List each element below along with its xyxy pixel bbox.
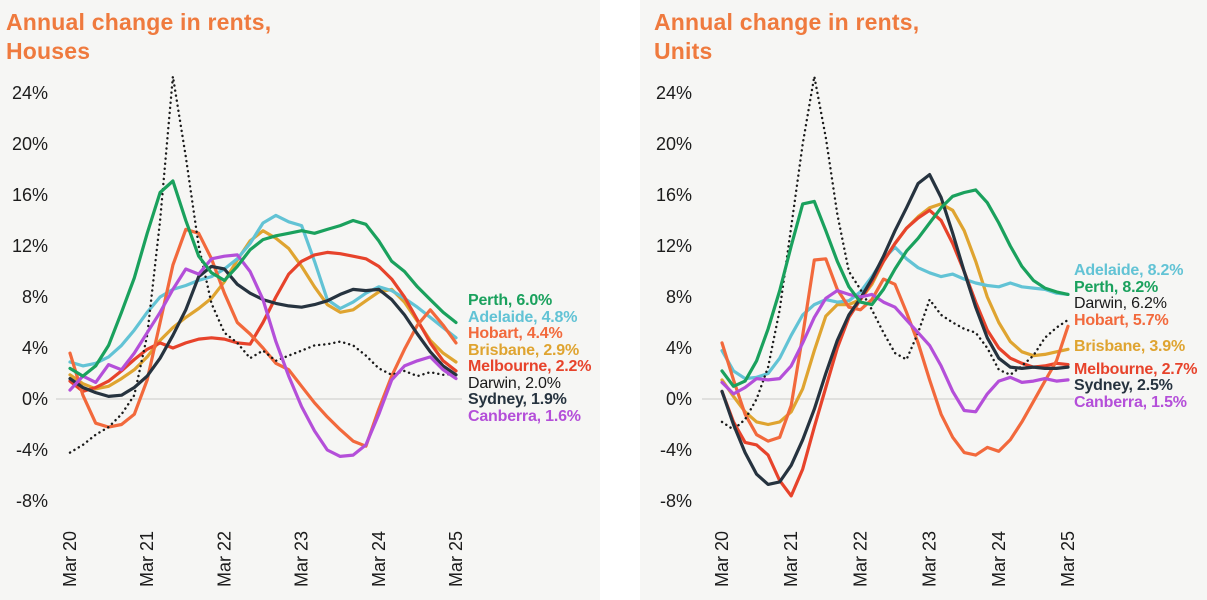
houses-title-line1: Annual change in rents, [6,9,272,35]
y-axis-tick-label: 0% [666,389,692,409]
legend-entry-hobart: Hobart, 5.7% [1074,311,1169,329]
units-chart-svg: 24% 20% 16% 12% 8% 4% 0% -4% -8% Mar 20 Mar 21 Mar … [656,75,1078,587]
units-chart-panel: Annual change in rents, Units 24% 20% 16% 1… [640,0,1207,600]
units-chart-title: Annual change in rents, Units [654,8,919,66]
legend-entry-darwin: Darwin, 2.0% [468,374,561,392]
series-line-perth [720,188,1070,388]
series-line-sydney [720,173,1070,486]
legend-entry-perth: Perth, 6.0% [468,292,553,309]
legend-entry-darwin: Darwin, 6.2% [1074,295,1167,312]
legend-entry-hobart: Hobart, 4.4% [468,325,563,342]
legend-entry-melbourne: Melbourne, 2.2% [468,358,592,375]
series-line-darwin [68,75,458,454]
series-line-hobart [720,257,1070,457]
series-line-hobart [68,227,458,448]
legend-entry-brisbane: Brisbane, 3.9% [1074,338,1186,355]
x-axis-tick-label: Mar 22 [850,531,870,587]
series-line-darwin [720,75,1070,431]
x-axis-tick-label: Mar 21 [781,531,801,587]
y-axis-tick-label: 24% [656,83,692,103]
y-axis-tick-label: 0% [22,389,48,409]
x-axis-tick-label: Mar 20 [712,531,732,587]
series-line-melbourne [68,250,458,393]
series-line-adelaide [720,245,1070,381]
x-axis-tick-label: Mar 23 [292,531,312,587]
houses-chart-svg: 24% 20% 16% 12% 8% 4% 0% -4% -8% Mar 20 Mar 21 Mar … [12,75,466,587]
y-axis-tick-label: 16% [656,185,692,205]
houses-chart-title: Annual change in rents, Houses [6,8,271,66]
units-title-line1: Annual change in rents, [654,9,920,35]
series-line-canberra [720,289,1070,414]
x-axis-tick-label: Mar 20 [60,531,80,587]
y-axis-tick-label: 8% [666,287,692,307]
y-axis-tick-label: 12% [656,236,692,256]
legend-entry-canberra: Canberra, 1.6% [468,407,581,425]
y-axis-tick-label: -8% [16,491,48,511]
x-axis-tick-label: Mar 24 [989,531,1009,587]
legend-entry-brisbane: Brisbane, 2.9% [468,341,580,359]
x-axis-tick-label: Mar 21 [137,531,157,587]
series-line-perth [68,179,458,378]
y-axis-tick-label: 20% [656,134,692,154]
y-axis-tick-label: -4% [16,440,48,460]
y-axis-tick-label: 8% [22,287,48,307]
units-legend: Adelaide, 8.2% Perth, 8.2% Darwin, 6.2% Hob… [1074,262,1198,411]
houses-legend: Perth, 6.0% Adelaide, 4.8% Hobart, 4.4% Bri… [468,292,592,425]
x-axis-tick-label: Mar 25 [1058,531,1078,587]
y-axis-tick-label: 24% [12,83,48,103]
y-axis-tick-label: -4% [660,440,692,460]
y-axis-tick-label: 4% [22,338,48,358]
legend-entry-adelaide: Adelaide, 4.8% [468,308,578,326]
x-axis-tick-label: Mar 23 [920,531,940,587]
series-line-adelaide [68,213,458,368]
legend-entry-canberra: Canberra, 1.5% [1074,393,1187,411]
legend-entry-perth: Perth, 8.2% [1074,278,1159,296]
houses-title-line2: Houses [6,38,91,64]
y-axis-tick-label: 16% [12,185,48,205]
y-axis-tick-label: 4% [666,338,692,358]
x-axis-tick-label: Mar 22 [214,531,234,587]
y-axis-tick-label: -8% [660,491,692,511]
x-axis-tick-label: Mar 25 [446,531,466,587]
series-line-canberra [68,253,458,458]
legend-entry-adelaide: Adelaide, 8.2% [1074,262,1184,279]
legend-entry-melbourne: Melbourne, 2.7% [1074,360,1198,378]
houses-chart-panel: Annual change in rents, Houses 24% 20% 16%… [0,0,600,600]
y-axis-tick-label: 12% [12,236,48,256]
legend-entry-sydney: Sydney, 1.9% [468,391,567,408]
legend-entry-sydney: Sydney, 2.5% [1074,377,1173,394]
y-axis-tick-label: 20% [12,134,48,154]
units-title-line2: Units [654,38,713,64]
x-axis-tick-label: Mar 24 [369,531,389,587]
